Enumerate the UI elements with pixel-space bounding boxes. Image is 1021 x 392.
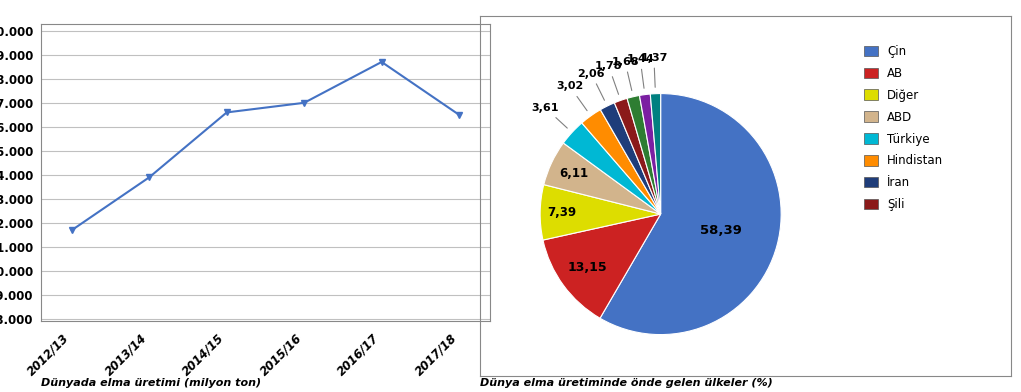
Text: 1,37: 1,37 bbox=[640, 53, 668, 87]
Text: 1,44: 1,44 bbox=[626, 54, 654, 88]
Text: 6,11: 6,11 bbox=[558, 167, 588, 180]
Text: 1,78: 1,78 bbox=[595, 61, 623, 94]
Wedge shape bbox=[650, 94, 661, 214]
Text: 7,39: 7,39 bbox=[547, 206, 577, 219]
Text: 3,61: 3,61 bbox=[532, 103, 568, 128]
Wedge shape bbox=[540, 185, 661, 240]
Wedge shape bbox=[544, 143, 661, 214]
Text: 2,06: 2,06 bbox=[578, 69, 605, 100]
Text: 13,15: 13,15 bbox=[568, 261, 607, 274]
Text: 3,02: 3,02 bbox=[556, 82, 587, 111]
Wedge shape bbox=[600, 94, 781, 335]
Wedge shape bbox=[543, 214, 661, 318]
Text: 1,68: 1,68 bbox=[612, 56, 639, 91]
Legend: Çin, AB, Diğer, ABD, Türkiye, Hindistan, İran, Şili: Çin, AB, Diğer, ABD, Türkiye, Hindistan,… bbox=[864, 45, 943, 211]
Wedge shape bbox=[639, 94, 661, 214]
Text: Dünya elma üretiminde önde gelen ülkeler (%): Dünya elma üretiminde önde gelen ülkeler… bbox=[480, 378, 773, 388]
Wedge shape bbox=[615, 98, 661, 214]
Text: 58,39: 58,39 bbox=[700, 224, 742, 237]
Text: Dünyada elma üretimi (milyon ton): Dünyada elma üretimi (milyon ton) bbox=[41, 378, 261, 388]
Wedge shape bbox=[627, 95, 661, 214]
Wedge shape bbox=[564, 123, 661, 214]
Wedge shape bbox=[600, 103, 661, 214]
Wedge shape bbox=[582, 110, 661, 214]
